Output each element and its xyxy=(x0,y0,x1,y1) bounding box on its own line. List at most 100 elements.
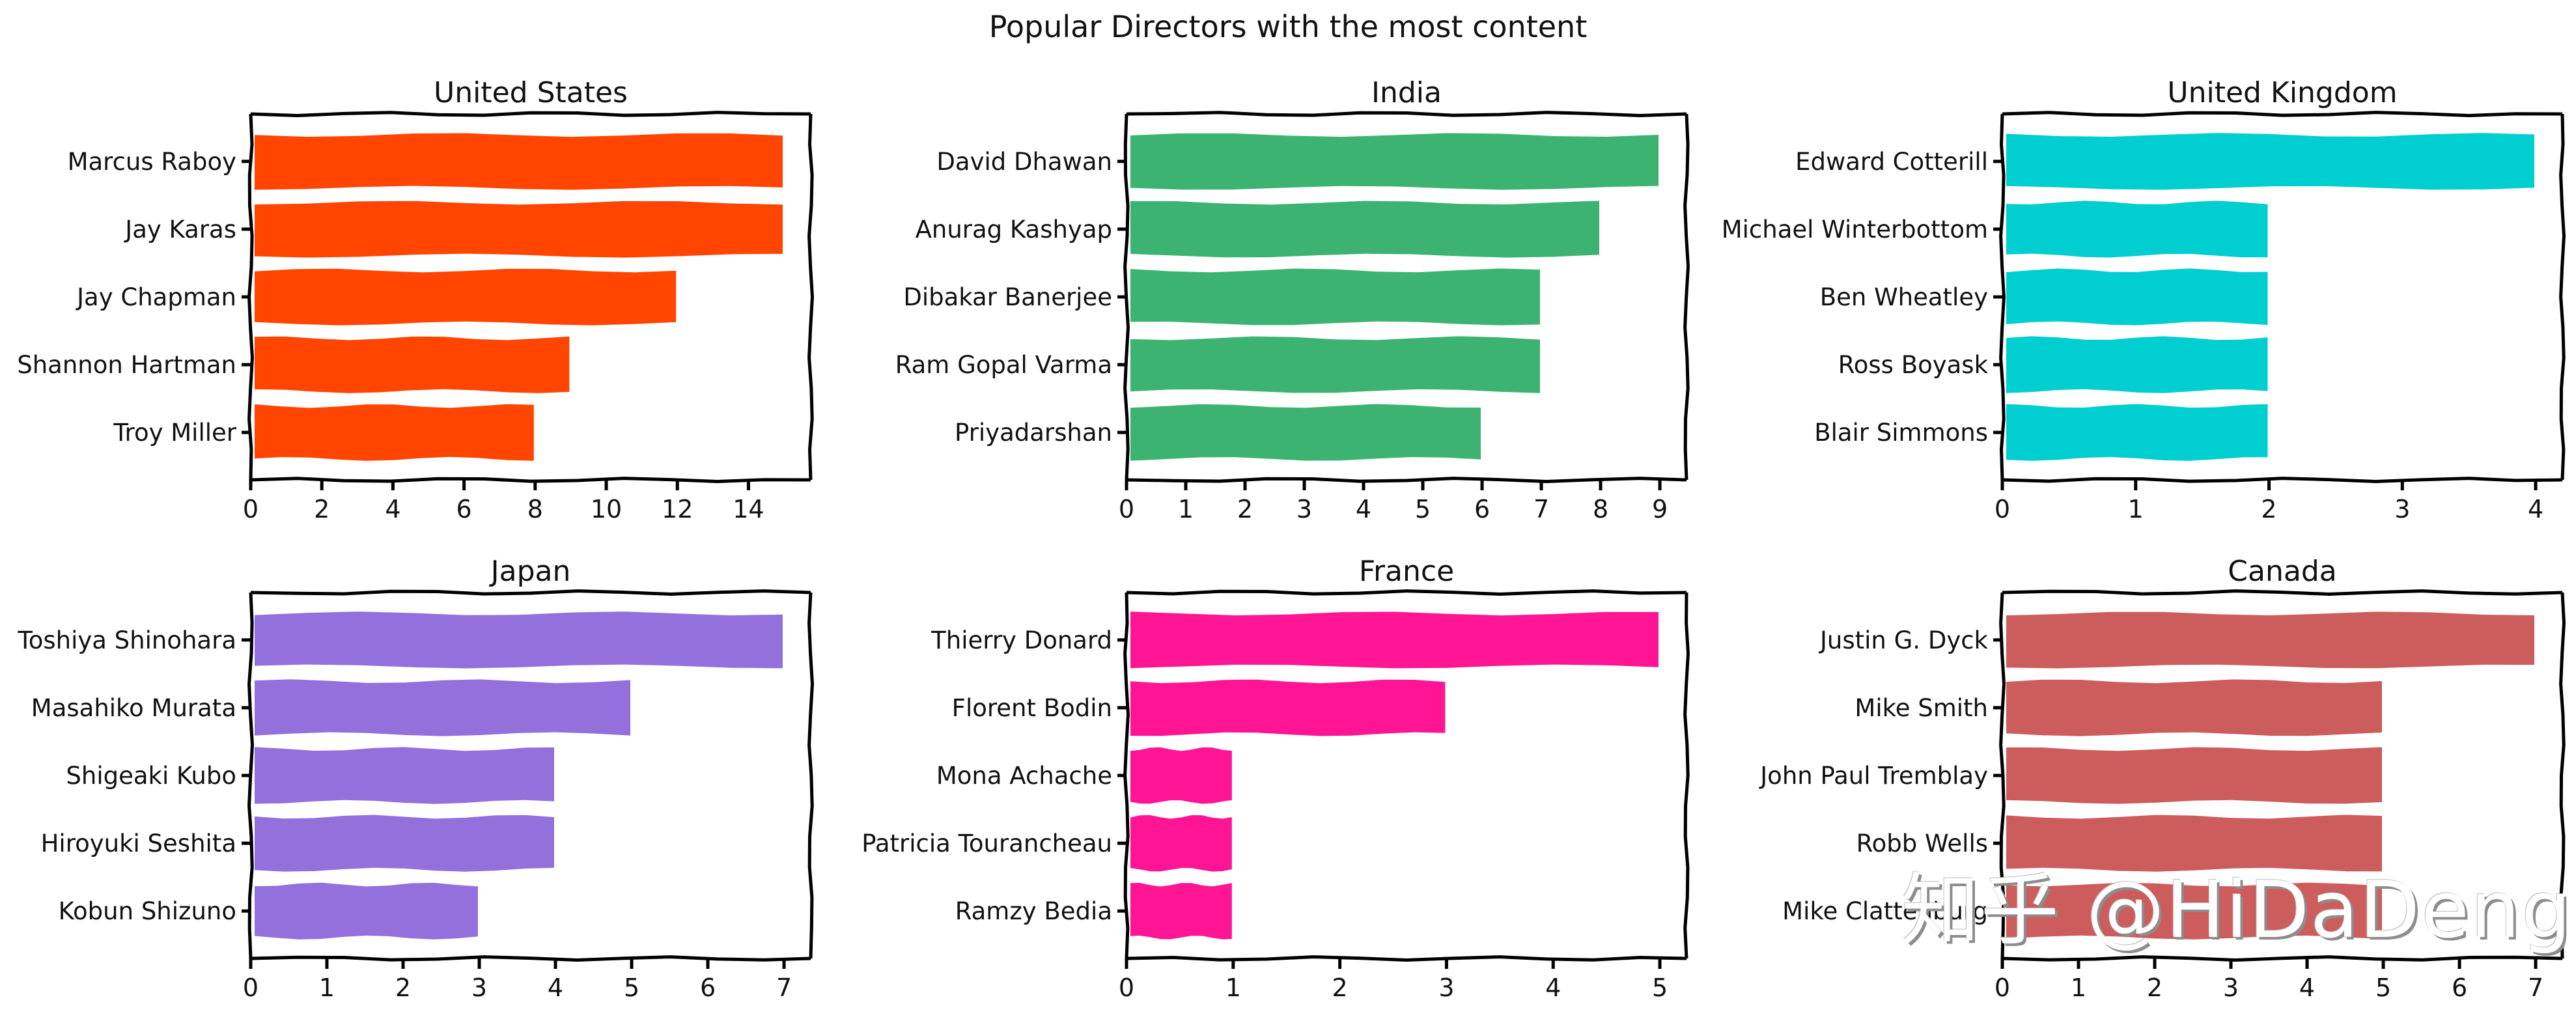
x-tick-label: 0 xyxy=(243,973,259,1002)
chart-panel-canada: Canada Justin G. Dyck Mike Smith John Paul … xyxy=(1759,555,2566,1002)
x-tick-label: 3 xyxy=(2223,973,2239,1002)
axis-frame-top xyxy=(2002,111,2563,118)
chart-title: United States xyxy=(434,76,628,109)
x-tick-label: 0 xyxy=(1995,973,2010,1002)
chart-panel-india: India David Dhawan Anurag Kashyap Dibakar B… xyxy=(895,76,1690,523)
chart-panel-united-states: United States Marcus Raboy Jay Karas Jay Ch… xyxy=(17,76,815,523)
x-axis-line xyxy=(1126,477,1687,484)
bar-toshiya-shinohara xyxy=(252,609,785,671)
x-tick-label: 2 xyxy=(2261,495,2276,523)
bar-anurag-kashyap xyxy=(1128,198,1602,260)
y-tick-label: Troy Miller xyxy=(113,419,236,447)
bar-troy-miller xyxy=(252,401,537,464)
x-tick-label: 4 xyxy=(1545,973,1561,1002)
bar-blair-simmons xyxy=(2004,401,2271,464)
y-axis-line xyxy=(247,113,255,481)
x-tick-label: 1 xyxy=(2128,495,2144,523)
x-tick-label: 1 xyxy=(1225,973,1241,1002)
x-axis-line xyxy=(2002,477,2563,484)
x-axis-line xyxy=(1126,955,1687,962)
x-tick-label: 7 xyxy=(2528,973,2543,1002)
x-tick-label: 0 xyxy=(1995,495,2010,523)
y-axis-line xyxy=(1999,113,2006,481)
bar-masahiko-murata xyxy=(252,677,633,739)
bar-david-dhawan xyxy=(1128,130,1661,193)
bar-justin-g-dyck xyxy=(2004,609,2537,671)
axis-frame-right xyxy=(1683,113,1690,481)
x-tick-label: 4 xyxy=(2528,495,2543,523)
x-tick-label: 6 xyxy=(700,973,716,1002)
y-tick-label: Thierry Donard xyxy=(931,626,1112,654)
y-tick-label: Anurag Kashyap xyxy=(916,216,1112,244)
bar-ram-gopal-varma xyxy=(1128,333,1543,396)
axis-frame-top xyxy=(1126,111,1687,118)
axis-frame-right xyxy=(1683,592,1690,959)
bar-shannon-hartman xyxy=(252,333,572,396)
x-tick-label: 4 xyxy=(1356,495,1371,523)
x-tick-label: 1 xyxy=(2071,973,2086,1002)
x-tick-label: 3 xyxy=(1296,495,1312,523)
axis-frame-right xyxy=(807,113,815,481)
watermark: 知乎 @HiDaDeng xyxy=(1901,865,2573,956)
x-tick-label: 2 xyxy=(2147,973,2163,1002)
y-tick-label: Mike Smith xyxy=(1855,694,1988,722)
axis-frame-top xyxy=(250,589,811,596)
axis-frame-right xyxy=(2559,113,2566,481)
x-tick-label: 2 xyxy=(1237,495,1253,523)
chart-title: India xyxy=(1371,76,1442,109)
x-tick-label: 6 xyxy=(456,495,472,523)
x-tick-label: 3 xyxy=(1438,973,1454,1002)
x-tick-label: 3 xyxy=(471,973,487,1002)
y-tick-label: Ram Gopal Varma xyxy=(895,351,1112,379)
bar-jay-chapman xyxy=(252,266,679,328)
y-axis-line xyxy=(1123,592,1130,959)
x-tick-label: 6 xyxy=(2452,973,2467,1002)
chart-panel-united-kingdom: United Kingdom Edward Cotterill Michael Wi… xyxy=(1722,76,2566,523)
bar-kobun-shizuno xyxy=(252,880,481,942)
y-tick-label: John Paul Tremblay xyxy=(1759,762,1988,790)
chart-title: Japan xyxy=(489,555,571,588)
chart-title: France xyxy=(1359,555,1454,588)
x-tick-label: 1 xyxy=(1178,495,1194,523)
axis-frame-right xyxy=(807,592,815,959)
y-tick-label: Mona Achache xyxy=(936,762,1112,790)
axis-frame-top xyxy=(1126,589,1687,596)
bar-shigeaki-kubo xyxy=(252,744,557,807)
y-tick-label: Edward Cotterill xyxy=(1795,148,1988,176)
x-tick-label: 2 xyxy=(395,973,411,1002)
bar-john-paul-tremblay xyxy=(2004,744,2385,807)
y-axis-line xyxy=(1999,592,2006,959)
x-tick-label: 7 xyxy=(776,973,792,1002)
chart-panel-france: France Thierry Donard Florent Bodin Mona Ac… xyxy=(861,555,1690,1002)
x-tick-label: 2 xyxy=(1332,973,1348,1002)
y-axis-line xyxy=(1123,113,1130,481)
x-tick-label: 5 xyxy=(624,973,639,1002)
y-tick-label: Florent Bodin xyxy=(952,694,1112,722)
bar-thierry-donard xyxy=(1128,609,1661,671)
x-tick-label: 6 xyxy=(1474,495,1490,523)
y-tick-label: Toshiya Shinohara xyxy=(17,626,236,654)
x-tick-label: 4 xyxy=(548,973,563,1002)
x-tick-label: 14 xyxy=(733,495,764,523)
x-tick-label: 9 xyxy=(1652,495,1668,523)
x-tick-label: 0 xyxy=(1119,973,1134,1002)
bar-edward-cotterill xyxy=(2004,130,2537,193)
bar-mike-smith xyxy=(2004,677,2385,739)
bar-michael-winterbottom xyxy=(2004,198,2271,260)
bar-mike-clattenburg xyxy=(2004,880,2385,942)
x-tick-label: 0 xyxy=(243,495,259,523)
x-tick-label: 4 xyxy=(385,495,400,523)
bar-mona-achache xyxy=(1128,744,1235,807)
x-tick-label: 7 xyxy=(1533,495,1549,523)
x-tick-label: 10 xyxy=(591,495,622,523)
bar-jay-karas xyxy=(252,198,785,260)
y-tick-label: Ross Boyask xyxy=(1838,351,1989,379)
chart-title: United Kingdom xyxy=(2167,76,2397,109)
y-tick-label: Jay Karas xyxy=(124,216,236,244)
bar-hiroyuki-seshita xyxy=(252,812,557,874)
y-tick-label: Robb Wells xyxy=(1856,830,1988,858)
y-tick-label: Ben Wheatley xyxy=(1820,283,1988,311)
y-tick-label: Masahiko Murata xyxy=(31,694,236,722)
x-tick-label: 3 xyxy=(2394,495,2410,523)
